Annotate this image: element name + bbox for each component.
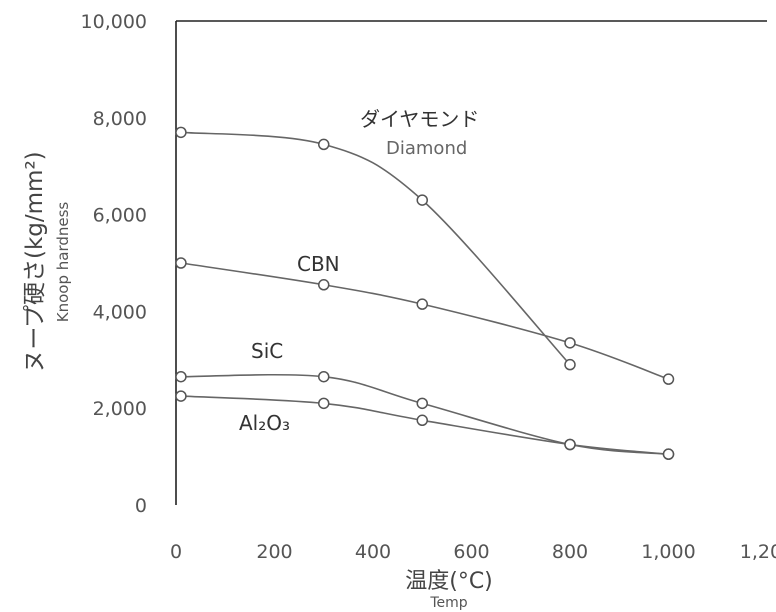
series-label-sic: SiC [251, 339, 283, 363]
data-point-al2o3 [318, 397, 330, 410]
x-axis-label: 温度(°C) [405, 569, 493, 594]
y-tick-label: 4,000 [93, 301, 147, 323]
data-point-cbn [662, 373, 675, 385]
data-point-cbn [175, 257, 187, 269]
x-tick-label: 800 [552, 541, 588, 563]
data-point-cbn [564, 337, 576, 349]
x-tick-label: 1,200 [740, 541, 776, 563]
y-tick-label: 0 [135, 495, 147, 517]
x-tick-label: 600 [453, 541, 489, 563]
x-axis-sublabel: Temp [429, 595, 467, 611]
series-markers [175, 126, 675, 460]
data-point-sic [416, 397, 428, 410]
data-point-sic [318, 370, 330, 383]
y-axis-label: ヌープ硬さ(kg/mm²) [22, 151, 48, 372]
y-tick-label: 10,000 [81, 11, 147, 33]
series-label-diamond: ダイヤモンド [360, 107, 479, 131]
x-tick-label: 0 [170, 541, 182, 563]
data-point-diamond [318, 138, 330, 151]
series-label-cbn: CBN [297, 252, 340, 276]
y-tick-label: 8,000 [93, 108, 147, 130]
data-point-cbn [416, 298, 428, 310]
series-sublabel-diamond: Diamond [386, 138, 467, 159]
x-axis-ticks: 0 200 400 600 800 1,000 1,200 [170, 541, 776, 563]
data-point-cbn [318, 279, 330, 291]
y-axis-ticks: 0 2,000 4,000 6,000 8,000 10,000 [81, 11, 147, 517]
data-point-diamond [564, 358, 576, 371]
data-point-diamond [175, 126, 187, 139]
x-tick-label: 1,000 [641, 541, 695, 563]
data-point-sic [175, 370, 187, 383]
y-tick-label: 2,000 [93, 398, 147, 420]
data-point-diamond [416, 194, 428, 206]
series-label-al2o3: Al₂O₃ [239, 411, 290, 435]
x-tick-label: 200 [256, 541, 292, 563]
data-point-al2o3 [416, 414, 428, 427]
y-tick-label: 6,000 [93, 205, 147, 227]
data-point-al2o3 [175, 390, 187, 402]
data-point-al2o3 [564, 438, 576, 451]
series-line-diamond [180, 131, 571, 366]
y-axis-sublabel: Knoop hardness [54, 202, 72, 323]
data-point-al2o3 [662, 448, 675, 460]
x-tick-label: 400 [355, 541, 391, 563]
